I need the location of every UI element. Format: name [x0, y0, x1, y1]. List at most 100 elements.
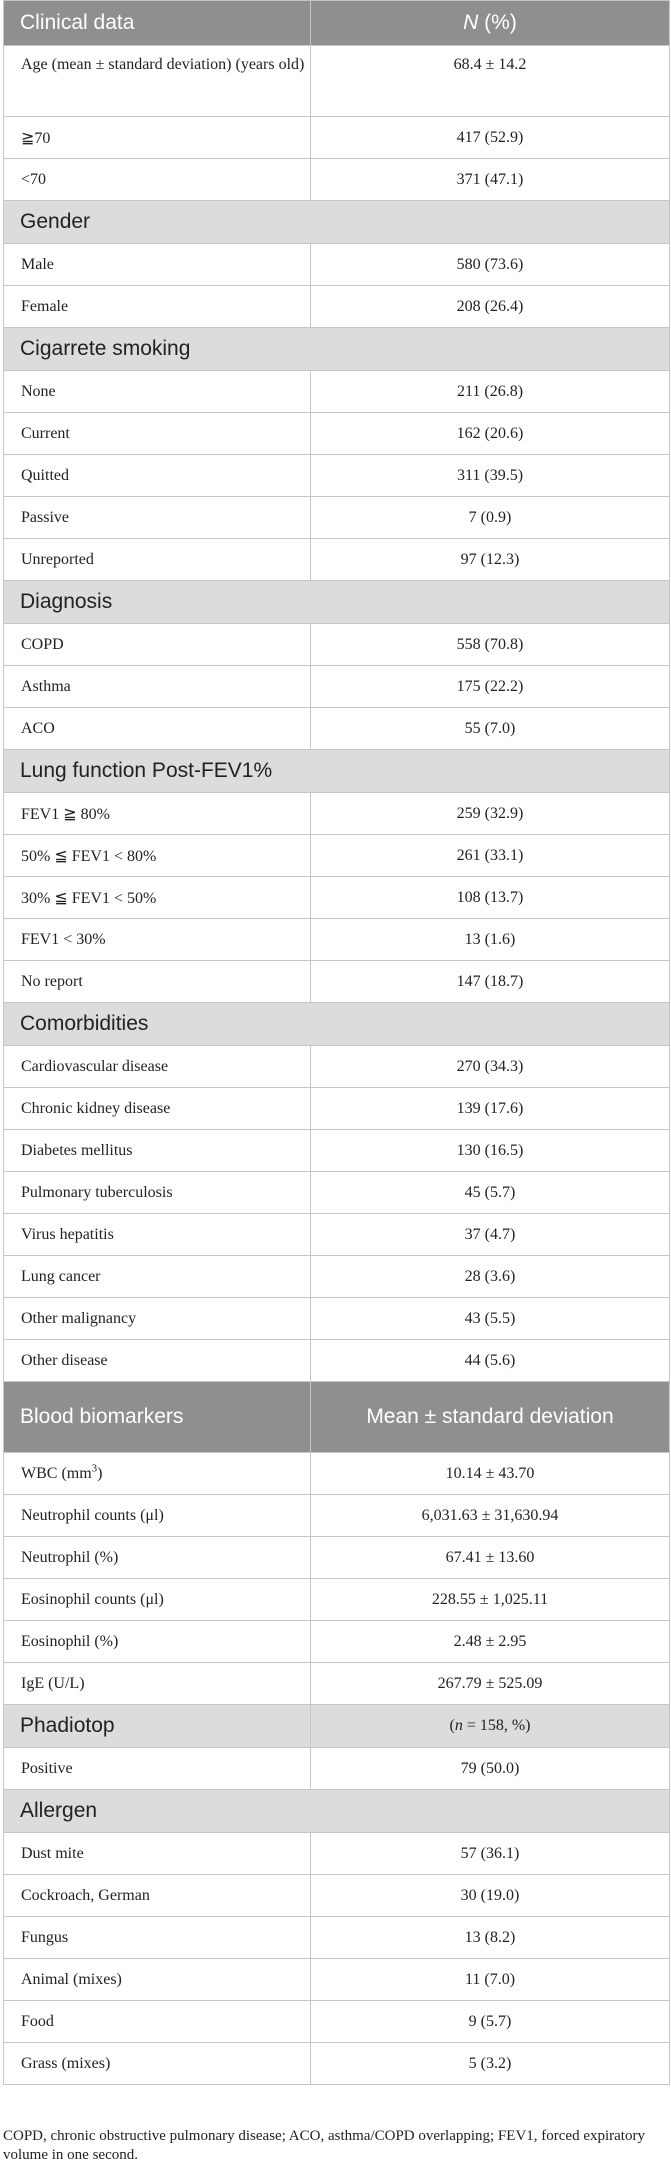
phadiotop-n-italic: n — [454, 1717, 463, 1734]
table-row: Positive 79 (50.0) — [3, 1747, 670, 1790]
table-row-age: Age (mean ± standard deviation) (years o… — [3, 45, 670, 117]
row-value: 13 (1.6) — [310, 918, 670, 961]
table-footnote: COPD, chronic obstructive pulmonary dise… — [3, 2128, 645, 2163]
section-title: Lung function Post-FEV1% — [3, 749, 670, 793]
table-row: Asthma 175 (22.2) — [3, 665, 670, 708]
row-value: 5 (3.2) — [310, 2042, 670, 2085]
table-header-row: Clinical data N (%) — [3, 0, 670, 46]
row-value: 311 (39.5) — [310, 454, 670, 497]
table-row: Grass (mixes) 5 (3.2) — [3, 2042, 670, 2085]
section-title: Cigarrete smoking — [3, 327, 670, 371]
row-label: IgE (U/L) — [3, 1662, 311, 1705]
row-value: 37 (4.7) — [310, 1213, 670, 1256]
table-row: WBC (mm3) 10.14 ± 43.70 — [3, 1452, 670, 1495]
row-label: Chronic kidney disease — [3, 1087, 311, 1130]
section-header-allergen: Allergen — [3, 1789, 670, 1833]
table-row: Pulmonary tuberculosis 45 (5.7) — [3, 1171, 670, 1214]
row-value: 13 (8.2) — [310, 1916, 670, 1959]
row-value: 30 (19.0) — [310, 1874, 670, 1917]
section-title: Gender — [3, 200, 670, 244]
table-row: 50% ≦ FEV1 < 80% 261 (33.1) — [3, 834, 670, 877]
table-row: 30% ≦ FEV1 < 50% 108 (13.7) — [3, 876, 670, 919]
row-value: 68.4 ± 14.2 — [310, 45, 670, 117]
row-value: 211 (26.8) — [310, 370, 670, 413]
table-row: Cardiovascular disease 270 (34.3) — [3, 1045, 670, 1088]
phadiotop-n-pre: ( — [449, 1717, 455, 1734]
header-clinical-data: Clinical data — [3, 0, 311, 46]
table-row: IgE (U/L) 267.79 ± 525.09 — [3, 1662, 670, 1705]
header-n-percent: N (%) — [310, 0, 670, 46]
row-value: 9 (5.7) — [310, 2000, 670, 2043]
row-value: 2.48 ± 2.95 — [310, 1620, 670, 1663]
row-label: Eosinophil counts (μl) — [3, 1578, 311, 1621]
row-label: Asthma — [3, 665, 311, 708]
table-row: Diabetes mellitus 130 (16.5) — [3, 1129, 670, 1172]
row-label: 30% ≦ FEV1 < 50% — [3, 876, 311, 919]
table-row: Neutrophil counts (μl) 6,031.63 ± 31,630… — [3, 1494, 670, 1537]
row-label: Virus hepatitis — [3, 1213, 311, 1256]
section-title: Comorbidities — [3, 1002, 670, 1046]
header-n-italic: N — [463, 11, 479, 34]
row-value: 270 (34.3) — [310, 1045, 670, 1088]
table-row: None 211 (26.8) — [3, 370, 670, 413]
row-value: 6,031.63 ± 31,630.94 — [310, 1494, 670, 1537]
table-row: Male 580 (73.6) — [3, 243, 670, 286]
table-row: Female 208 (26.4) — [3, 285, 670, 328]
clinical-data-table: Clinical data N (%) Age (mean ± standard… — [3, 0, 670, 2085]
row-label: ACO — [3, 707, 311, 750]
row-value: 97 (12.3) — [310, 538, 670, 581]
row-label: ≧70 — [3, 116, 311, 159]
phadiotop-n-post: = 158, %) — [462, 1717, 531, 1734]
table-row: FEV1 ≧ 80% 259 (32.9) — [3, 792, 670, 835]
row-label: Age (mean ± standard deviation) (years o… — [3, 45, 311, 117]
wbc-label-sup: 3 — [91, 1462, 98, 1475]
table-row: Cockroach, German 30 (19.0) — [3, 1874, 670, 1917]
clinical-data-document: Clinical data N (%) Age (mean ± standard… — [3, 0, 670, 2085]
row-value: 267.79 ± 525.09 — [310, 1662, 670, 1705]
row-label: COPD — [3, 623, 311, 666]
row-label: Diabetes mellitus — [3, 1129, 311, 1172]
table-row: <70 371 (47.1) — [3, 158, 670, 201]
table-row: Animal (mixes) 11 (7.0) — [3, 1958, 670, 2001]
row-value: 228.55 ± 1,025.11 — [310, 1578, 670, 1621]
row-value: 79 (50.0) — [310, 1747, 670, 1790]
row-value: 57 (36.1) — [310, 1832, 670, 1875]
table-row: ACO 55 (7.0) — [3, 707, 670, 750]
row-label: 50% ≦ FEV1 < 80% — [3, 834, 311, 877]
row-label: Food — [3, 2000, 311, 2043]
section-title: Allergen — [3, 1789, 670, 1833]
row-value: 7 (0.9) — [310, 496, 670, 539]
section-header-blood-biomarkers: Blood biomarkers Mean ± standard deviati… — [3, 1381, 670, 1453]
section-header-smoking: Cigarrete smoking — [3, 327, 670, 371]
row-value: 45 (5.7) — [310, 1171, 670, 1214]
row-label: Dust mite — [3, 1832, 311, 1875]
row-value: 175 (22.2) — [310, 665, 670, 708]
row-value: 162 (20.6) — [310, 412, 670, 455]
row-value: 208 (26.4) — [310, 285, 670, 328]
row-label: Male — [3, 243, 311, 286]
row-label: Eosinophil (%) — [3, 1620, 311, 1663]
row-label: Cardiovascular disease — [3, 1045, 311, 1088]
table-row: Eosinophil counts (μl) 228.55 ± 1,025.11 — [3, 1578, 670, 1621]
row-value: 558 (70.8) — [310, 623, 670, 666]
row-value: 147 (18.7) — [310, 960, 670, 1003]
row-value: 10.14 ± 43.70 — [310, 1452, 670, 1495]
row-label: Female — [3, 285, 311, 328]
table-row: Food 9 (5.7) — [3, 2000, 670, 2043]
row-value: 259 (32.9) — [310, 792, 670, 835]
row-value: 11 (7.0) — [310, 1958, 670, 2001]
table-row: COPD 558 (70.8) — [3, 623, 670, 666]
table-row: Eosinophil (%) 2.48 ± 2.95 — [3, 1620, 670, 1663]
row-label: Other disease — [3, 1339, 311, 1382]
wbc-label-post: ) — [97, 1464, 103, 1482]
header-percent: (%) — [478, 11, 517, 34]
row-value: 55 (7.0) — [310, 707, 670, 750]
row-value: 580 (73.6) — [310, 243, 670, 286]
row-value: 43 (5.5) — [310, 1297, 670, 1340]
row-label: Quitted — [3, 454, 311, 497]
section-header-phadiotop: Phadiotop (n = 158, %) — [3, 1704, 670, 1748]
row-label: Neutrophil counts (μl) — [3, 1494, 311, 1537]
table-row: Passive 7 (0.9) — [3, 496, 670, 539]
table-row: Fungus 13 (8.2) — [3, 1916, 670, 1959]
row-value: 28 (3.6) — [310, 1255, 670, 1298]
